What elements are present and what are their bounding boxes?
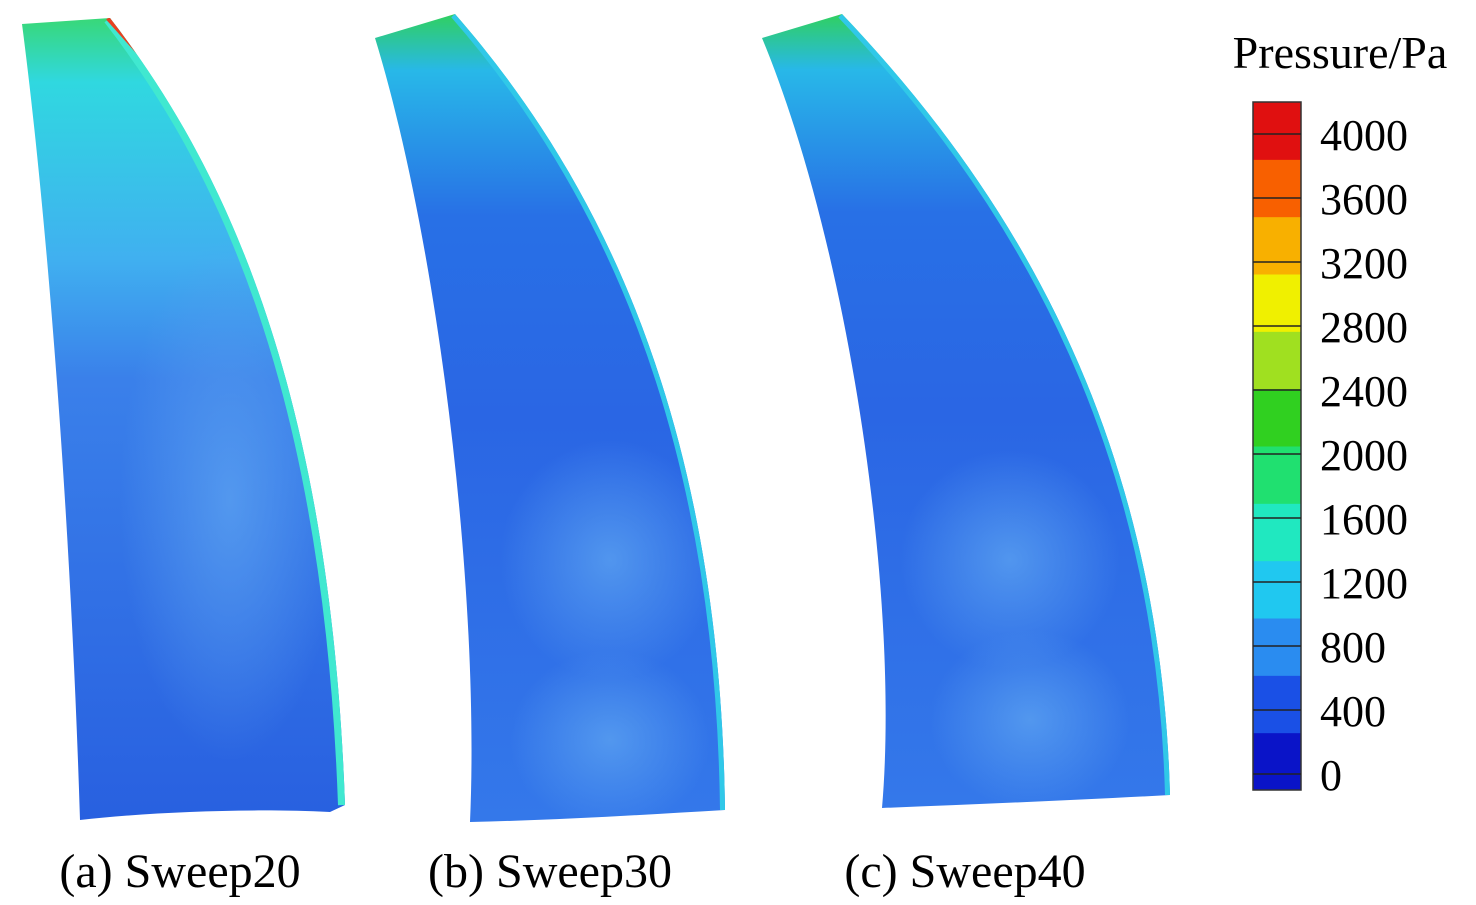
- blade-b: [375, 14, 725, 822]
- colorbar-band: [1253, 675, 1301, 734]
- colorbar-band: [1253, 216, 1301, 275]
- panel-caption: (a) Sweep20: [59, 845, 300, 898]
- colorbar-tick-label: 2800: [1320, 303, 1408, 352]
- colorbar-tick-label: 2400: [1320, 367, 1408, 416]
- colorbar-band: [1253, 102, 1301, 160]
- colorbar-tick-label: 2000: [1320, 431, 1408, 480]
- colorbar-tick-label: 3200: [1320, 239, 1408, 288]
- blade-a: [22, 18, 345, 820]
- colorbar-band: [1253, 388, 1301, 447]
- colorbar-band: [1253, 159, 1301, 218]
- colorbar-tick-label: 4000: [1320, 111, 1408, 160]
- colorbar-band: [1253, 503, 1301, 562]
- colorbar-band: [1253, 331, 1301, 390]
- blade-c: [762, 14, 1170, 808]
- colorbar-frame: [1252, 101, 1302, 791]
- colorbar-band: [1253, 446, 1301, 504]
- panel-caption: (c) Sweep40: [844, 845, 1085, 898]
- colorbar-tick-label: 1200: [1320, 559, 1408, 608]
- colorbar: 0 400 800 1200 1600 2000 2400 2800 3200 3600 4000: [1252, 101, 1408, 800]
- colorbar-tick-label: 1600: [1320, 495, 1408, 544]
- panel-caption: (b) Sweep30: [428, 845, 672, 898]
- colorbar-band: [1253, 618, 1301, 676]
- colorbar-band: [1253, 560, 1301, 619]
- colorbar-tick-label: 400: [1320, 687, 1386, 736]
- legend-title: Pressure/Pa: [1233, 27, 1448, 78]
- colorbar-tick-label: 800: [1320, 623, 1386, 672]
- colorbar-band: [1253, 732, 1301, 791]
- colorbar-tick-label: 3600: [1320, 175, 1408, 224]
- colorbar-tick-label: 0: [1320, 751, 1342, 800]
- colorbar-band: [1253, 274, 1301, 332]
